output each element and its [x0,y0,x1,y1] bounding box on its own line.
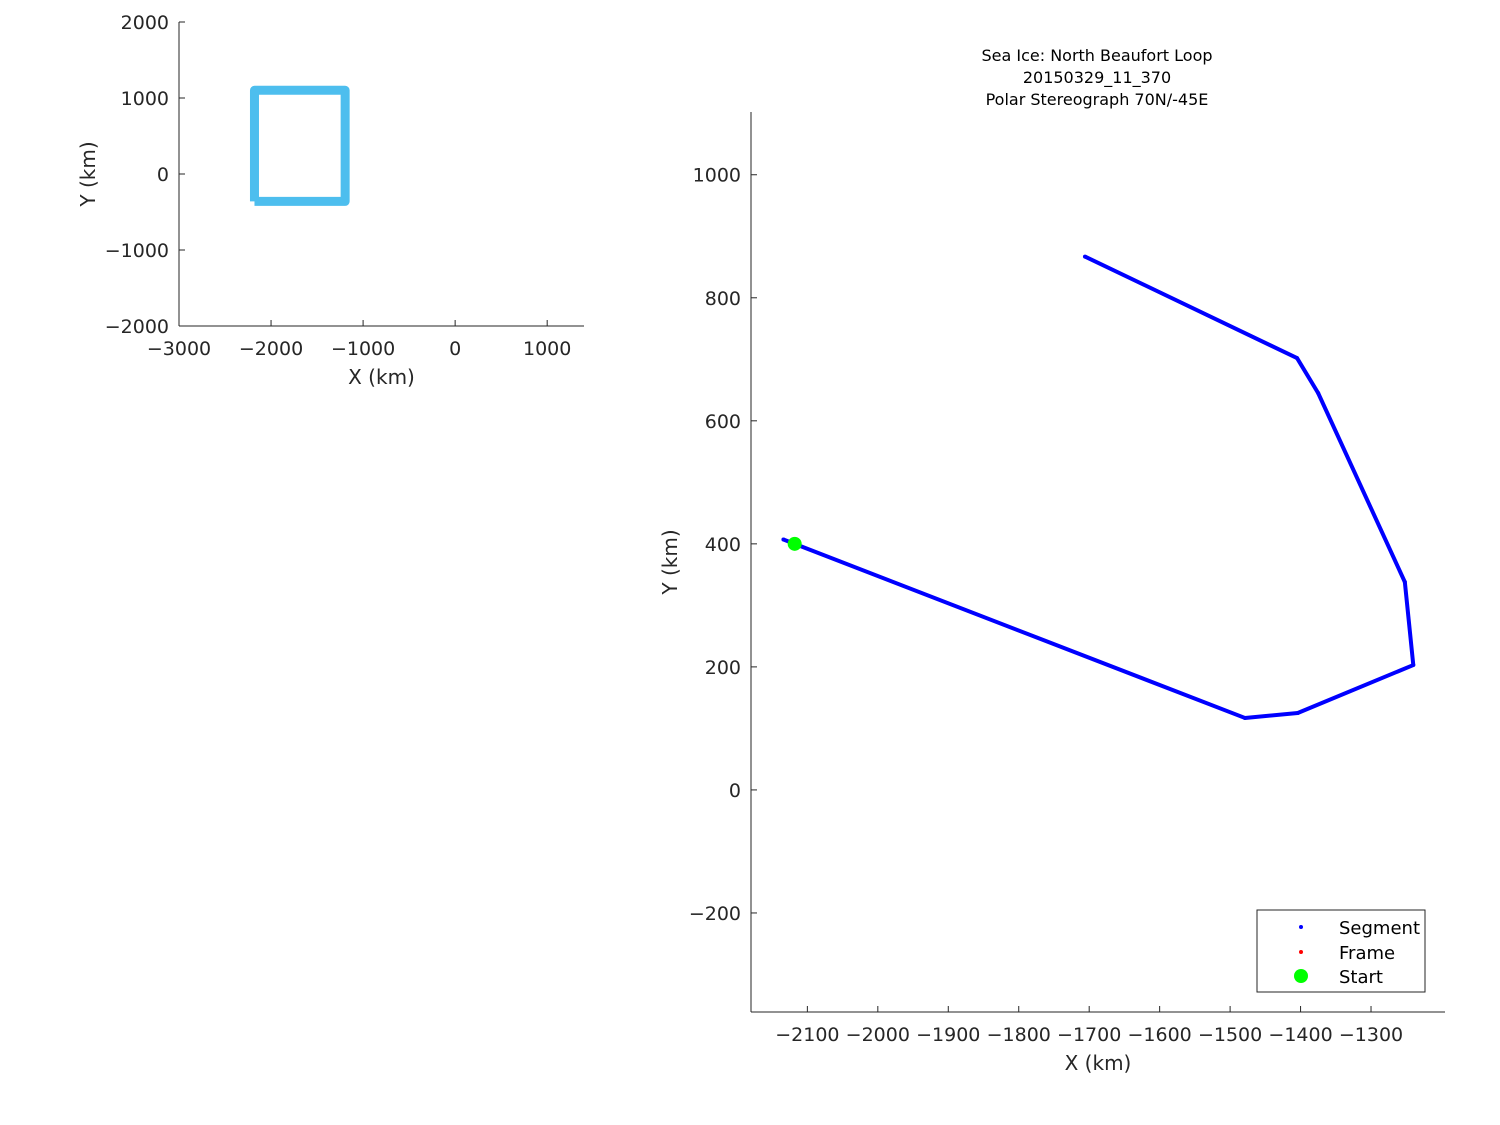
y-axis-label: Y (km) [76,141,100,207]
chart-title-line-1: Sea Ice: North Beaufort Loop [981,46,1212,65]
segment-point [1411,663,1416,668]
main-axes: Sea Ice: North Beaufort Loop 20150329_11… [658,46,1445,1075]
y-tick-label: 0 [729,780,741,802]
segment-point [1082,254,1087,259]
x-axis-label: X (km) [1065,1051,1132,1075]
x-tick-label: −1000 [331,338,395,360]
legend-label-segment: Segment [1339,918,1420,939]
segment-point [1295,356,1300,361]
y-tick-label: 1000 [693,165,741,187]
segment-point [781,537,786,542]
legend-marker-frame [1299,950,1303,954]
y-tick-label: 0 [157,164,169,186]
y-tick-label: 200 [705,657,741,679]
y-tick-label: 600 [705,411,741,433]
x-tick-label: −1400 [1268,1024,1332,1046]
y-axis-label: Y (km) [658,529,682,595]
y-tick-label: 1000 [121,88,169,110]
y-tick-label: −200 [689,903,741,925]
segment-point [1402,579,1407,584]
segment-line [782,254,1416,720]
x-axis-label: X (km) [348,365,415,389]
x-tick-label: −1800 [987,1024,1051,1046]
x-tick-label: −1700 [1057,1024,1121,1046]
y-tick-label: 2000 [121,12,169,34]
x-tick-label: −2100 [775,1024,839,1046]
x-tick-label: −1500 [1198,1024,1262,1046]
overview-axes: −3000 −2000 −1000 0 1000−2000−1000010002000X… [76,12,584,389]
x-tick-label: −1600 [1128,1024,1192,1046]
x-tick-label: −2000 [239,338,303,360]
y-tick-label: 800 [705,288,741,310]
legend-marker-start [1294,969,1308,983]
x-tick-label: 1000 [523,338,571,360]
legend-marker-segment [1299,925,1303,929]
legend-box [1256,909,1426,993]
x-tick-label: −2000 [846,1024,910,1046]
y-tick-label: −2000 [105,316,169,338]
x-tick-label: 0 [449,338,461,360]
segment-point [1316,391,1321,396]
start-marker [787,536,802,551]
chart-title-line-3: Polar Stereograph 70N/-45E [986,90,1209,109]
legend-label-start: Start [1339,967,1383,988]
x-tick-label: −3000 [147,338,211,360]
segment-point [1242,715,1247,720]
segment-point [1295,711,1300,716]
legend-label-frame: Frame [1339,943,1395,964]
x-tick-label: −1300 [1339,1024,1403,1046]
y-tick-label: −1000 [105,240,169,262]
chart-title-line-2: 20150329_11_370 [1023,68,1171,88]
extent-rectangle [249,85,350,206]
x-tick-label: −1900 [916,1024,980,1046]
legend: Segment Frame Start [1256,909,1426,993]
y-tick-label: 400 [705,534,741,556]
